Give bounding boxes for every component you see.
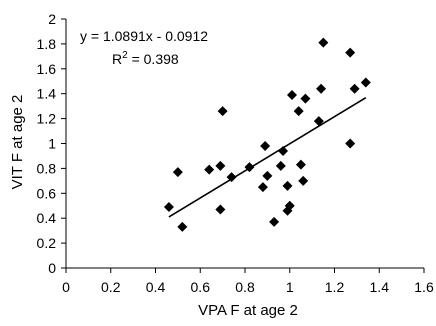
y-tick-label: 0.2: [37, 235, 57, 251]
data-point: [316, 83, 327, 94]
data-point: [318, 37, 329, 48]
data-point: [275, 160, 286, 171]
data-point: [282, 180, 293, 191]
trendline-group: [168, 96, 367, 218]
x-tick-label: 1: [286, 279, 294, 295]
r-squared-annotation: R2 = 0.398: [112, 50, 179, 67]
y-tick-label: 1.4: [37, 86, 57, 102]
data-point: [172, 167, 183, 178]
y-tick-label: 1.6: [37, 61, 57, 77]
data-point: [345, 138, 356, 149]
data-point: [295, 159, 306, 170]
data-point: [286, 89, 297, 100]
data-point: [360, 77, 371, 88]
x-axis-label: VPA F at age 2: [198, 302, 298, 319]
data-point: [215, 204, 226, 215]
x-tick-label: 0.4: [146, 279, 166, 295]
data-point: [345, 47, 356, 58]
x-tick-label: 1.6: [414, 279, 434, 295]
data-point: [257, 182, 268, 193]
x-tick-label: 1.4: [370, 279, 390, 295]
x-tick-label: 1.2: [325, 279, 345, 295]
data-point: [215, 160, 226, 171]
data-point: [269, 216, 280, 227]
y-tick-label: 0.8: [37, 160, 57, 176]
y-tick-label: 2: [48, 11, 56, 27]
trendline: [168, 96, 367, 218]
data-point: [217, 106, 228, 117]
axes: [61, 18, 425, 273]
data-point: [349, 83, 360, 94]
data-point: [177, 221, 188, 232]
y-tick-label: 0.6: [37, 185, 57, 201]
x-tick-label: 0: [62, 279, 70, 295]
y-tick-label: 0: [48, 260, 56, 276]
y-tick-label: 1: [48, 136, 56, 152]
data-point: [300, 93, 311, 104]
data-point: [313, 116, 324, 127]
x-tick-label: 0.2: [101, 279, 121, 295]
x-tick-label: 0.6: [191, 279, 211, 295]
r-squared-value: = 0.398: [128, 51, 179, 67]
data-point: [260, 140, 271, 151]
data-points: [163, 37, 371, 232]
y-axis-label: VIT F at age 2: [9, 95, 26, 190]
y-tick-label: 0.4: [37, 210, 57, 226]
data-point: [284, 200, 295, 211]
data-point: [278, 145, 289, 156]
y-tick-label: 1.8: [37, 36, 57, 52]
data-point: [204, 164, 215, 175]
r-squared-superscript: 2: [122, 50, 128, 61]
data-point: [226, 172, 237, 183]
r-squared-symbol: R: [112, 51, 122, 67]
equation-annotation: y = 1.0891x - 0.0912: [80, 28, 208, 44]
data-point: [293, 106, 304, 117]
x-tick-label: 0.8: [235, 279, 255, 295]
tick-labels: 0 0.2 0.4 0.6 0.8 1 1.2 1.4 1.6 1.8 2 0 0.2 0.4 0.6 0.8…: [37, 11, 434, 295]
data-point: [298, 175, 309, 186]
data-point: [262, 170, 273, 181]
data-point: [244, 162, 255, 173]
y-tick-label: 1.2: [37, 111, 57, 127]
data-point: [163, 201, 174, 212]
